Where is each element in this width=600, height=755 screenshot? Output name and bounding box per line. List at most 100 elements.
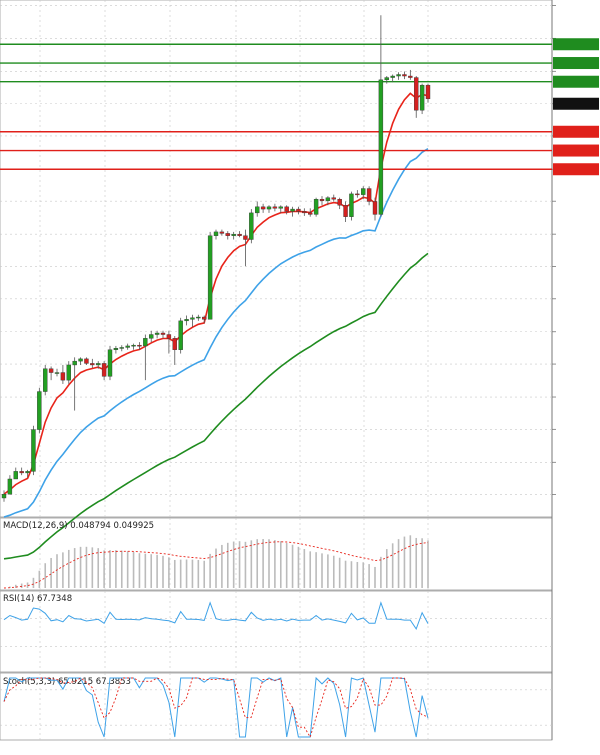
candle-body xyxy=(213,231,219,236)
macd-label: MACD(12,26,9) 0.048794 0.049925 xyxy=(3,521,154,531)
candle-body xyxy=(372,201,378,215)
candle-body xyxy=(31,429,36,472)
candle-body xyxy=(361,188,366,195)
candle-body xyxy=(66,364,71,381)
candle-body xyxy=(60,372,66,381)
candle-body xyxy=(101,363,107,377)
moving-average-line xyxy=(3,92,429,495)
candle-body xyxy=(13,471,18,480)
candle-body xyxy=(337,198,342,206)
pane-frame xyxy=(0,0,553,518)
level-price-tags xyxy=(553,38,599,176)
support-level-tag xyxy=(553,144,599,157)
moving-average-line xyxy=(3,148,429,518)
candle-body xyxy=(202,316,207,320)
candle-body xyxy=(231,233,236,236)
candle-body xyxy=(402,74,407,77)
candle-body xyxy=(255,206,260,214)
candle-body xyxy=(290,208,295,212)
candle-body xyxy=(131,344,136,347)
macd-signal-line xyxy=(3,541,429,589)
moving-average-line xyxy=(3,252,429,560)
candle-body xyxy=(343,205,348,217)
candle-body xyxy=(408,75,413,78)
candle-body xyxy=(96,363,101,366)
moving-average-lines xyxy=(3,92,429,560)
candle-body xyxy=(419,84,425,111)
candle-body xyxy=(308,212,313,215)
candle-body xyxy=(266,206,272,210)
candle-body xyxy=(107,349,113,377)
support-level-tag xyxy=(553,163,599,176)
candlesticks xyxy=(1,15,431,502)
candle-body xyxy=(19,471,24,474)
candle-body xyxy=(113,348,119,350)
candle-body xyxy=(90,363,95,366)
stoch-d-line xyxy=(3,677,429,739)
candle-body xyxy=(125,345,130,348)
candle-body xyxy=(272,206,278,209)
candle-body xyxy=(1,493,7,499)
candle-body xyxy=(149,334,154,339)
candle-body xyxy=(396,74,401,77)
candle-body xyxy=(78,358,83,362)
candle-body xyxy=(249,212,254,240)
support-resistance-levels xyxy=(0,43,552,170)
candle-body xyxy=(184,319,189,322)
candle-body xyxy=(72,360,77,366)
rsi-label: RSI(14) 67.7348 xyxy=(3,594,72,604)
candle-body xyxy=(296,208,301,212)
macd-histogram xyxy=(9,535,429,588)
candle-body xyxy=(25,471,30,474)
resistance-level-tag xyxy=(553,38,599,51)
stoch-k-line xyxy=(3,676,429,738)
resistance-level-tag xyxy=(553,57,599,70)
candle-body xyxy=(54,372,60,374)
candle-body xyxy=(414,77,419,111)
stoch-pane[interactable]: Stoch(5,3,3) 65.9215 67.3853 xyxy=(3,676,429,739)
rsi-pane[interactable]: RSI(14) 67.7348 xyxy=(3,594,429,630)
candle-body xyxy=(37,391,42,430)
candle-body xyxy=(43,368,48,392)
candle-body xyxy=(260,206,266,210)
candle-body xyxy=(219,231,225,234)
candle-body xyxy=(319,198,325,201)
candle-body xyxy=(119,347,124,349)
candle-body xyxy=(384,77,389,81)
rsi-line xyxy=(3,601,429,630)
current-price-tag xyxy=(553,97,599,110)
candle-body xyxy=(313,198,319,215)
candle-body xyxy=(425,84,431,100)
candle-body xyxy=(178,320,183,350)
candle-body xyxy=(160,332,166,335)
candle-body xyxy=(331,197,336,200)
price-pane[interactable] xyxy=(0,15,552,560)
candle-body xyxy=(84,358,89,364)
candle-body xyxy=(349,193,354,217)
pane-frame xyxy=(0,590,553,673)
candle-body xyxy=(243,235,248,240)
candle-body xyxy=(48,368,54,373)
candle-body xyxy=(7,478,13,495)
candle-body xyxy=(278,206,283,209)
candle-body xyxy=(237,233,242,236)
candle-body xyxy=(172,338,177,350)
candle-body xyxy=(302,211,307,214)
candle-body xyxy=(190,317,195,320)
candle-body xyxy=(355,193,360,196)
candle-body xyxy=(325,197,331,201)
candle-body xyxy=(137,344,142,347)
candle-body xyxy=(225,233,230,236)
candle-body xyxy=(284,206,289,212)
candle-body xyxy=(143,338,148,347)
resistance-level-tag xyxy=(553,75,599,88)
candle-body xyxy=(154,332,160,335)
candle-body xyxy=(207,235,213,320)
macd-pane[interactable]: MACD(12,26,9) 0.048794 0.049925 xyxy=(3,521,429,589)
candle-body xyxy=(378,79,384,215)
candle-body xyxy=(390,75,395,78)
candle-body xyxy=(166,334,172,339)
candle-body xyxy=(366,188,372,202)
support-level-tag xyxy=(553,125,599,138)
